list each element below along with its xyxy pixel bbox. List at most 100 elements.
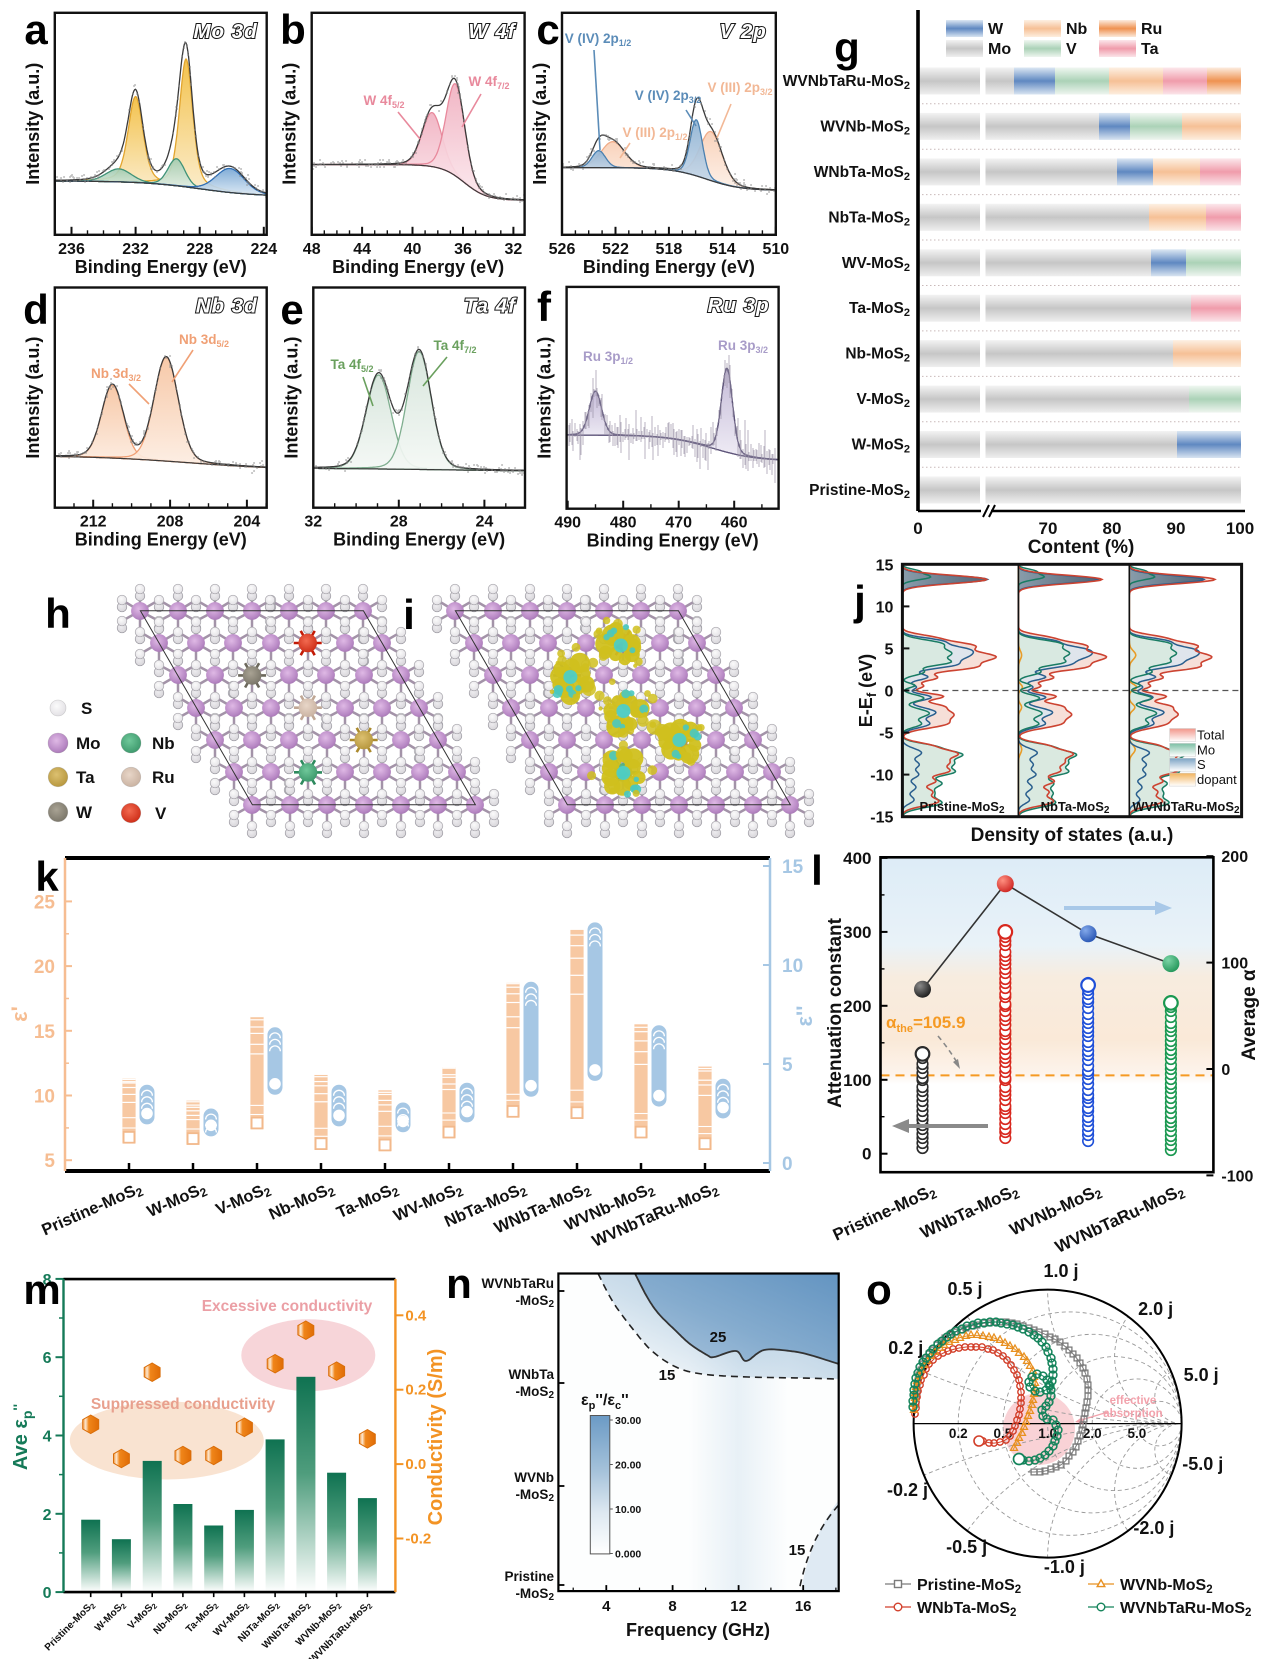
svg-text:Intensity (a.u.): Intensity (a.u.)	[535, 337, 555, 459]
svg-text:5: 5	[884, 641, 893, 658]
svg-text:NbTa-MoS2: NbTa-MoS2	[828, 209, 910, 228]
svg-text:480: 480	[610, 515, 637, 532]
svg-text:32: 32	[304, 514, 322, 531]
svg-text:Ta-MoS2: Ta-MoS2	[849, 300, 910, 319]
svg-text:Mo: Mo	[76, 734, 101, 753]
svg-text:Suppressed conductivity: Suppressed conductivity	[91, 1396, 276, 1413]
svg-text:o: o	[866, 1266, 892, 1313]
svg-text:-100: -100	[1221, 1168, 1253, 1185]
svg-text:Binding Energy (eV): Binding Energy (eV)	[75, 257, 247, 277]
svg-text:NbTa-MoS2: NbTa-MoS2	[1041, 799, 1110, 816]
svg-text:Intensity (a.u.): Intensity (a.u.)	[23, 63, 43, 185]
svg-text:-2.0 j: -2.0 j	[1133, 1518, 1174, 1538]
svg-text:Binding Energy (eV): Binding Energy (eV)	[333, 530, 505, 550]
svg-text:15: 15	[659, 1367, 676, 1384]
svg-text:V: V	[1066, 41, 1077, 58]
svg-text:526: 526	[549, 241, 576, 258]
svg-text:Pristine: Pristine	[504, 1569, 554, 1584]
svg-text:0.0: 0.0	[405, 1456, 426, 1473]
svg-text:232: 232	[122, 241, 149, 258]
svg-text:dopant: dopant	[1197, 772, 1237, 787]
svg-text:i: i	[403, 591, 415, 638]
svg-text:WVNb-MoS2: WVNb-MoS2	[1120, 1577, 1213, 1596]
svg-text:Attenuation constant: Attenuation constant	[825, 917, 846, 1108]
svg-text:-15: -15	[870, 810, 893, 827]
svg-text:Ru: Ru	[152, 768, 175, 787]
svg-text:WVNb: WVNb	[514, 1470, 554, 1485]
svg-text:WVNbTaRu-MoS2: WVNbTaRu-MoS2	[1132, 799, 1240, 816]
svg-text:-0.2: -0.2	[405, 1531, 431, 1548]
svg-text:8: 8	[43, 1272, 52, 1289]
svg-text:Ta: Ta	[1141, 41, 1159, 58]
svg-text:0: 0	[913, 519, 922, 538]
svg-text:300: 300	[843, 923, 871, 942]
svg-text:100: 100	[1226, 519, 1254, 538]
svg-text:-10: -10	[870, 768, 893, 785]
svg-text:V 2p: V 2p	[720, 20, 767, 43]
svg-text:15: 15	[789, 1542, 806, 1559]
svg-text:0: 0	[884, 684, 893, 701]
svg-text:l: l	[811, 847, 823, 894]
svg-text:V (IV) 2p1/2: V (IV) 2p1/2	[565, 31, 632, 48]
svg-text:W-MoS2: W-MoS2	[852, 437, 910, 456]
svg-text:0.5 j: 0.5 j	[947, 1279, 982, 1299]
svg-text:228: 228	[186, 241, 213, 258]
svg-text:Intensity (a.u.): Intensity (a.u.)	[530, 63, 550, 185]
svg-text:Mo 3d: Mo 3d	[193, 20, 257, 43]
svg-text:5.0: 5.0	[1128, 1426, 1147, 1441]
svg-text:490: 490	[554, 515, 581, 532]
svg-text:10: 10	[876, 599, 894, 616]
svg-text:200: 200	[843, 997, 871, 1016]
svg-text:Binding Energy (eV): Binding Energy (eV)	[583, 257, 755, 277]
svg-text:Mo: Mo	[988, 41, 1011, 58]
svg-text:32: 32	[505, 241, 523, 258]
svg-text:36: 36	[454, 241, 472, 258]
svg-text:V-MoS2: V-MoS2	[857, 391, 911, 410]
svg-text:e: e	[280, 286, 303, 333]
svg-text:WV-MoS2: WV-MoS2	[842, 255, 910, 274]
svg-text:h: h	[45, 590, 71, 637]
svg-text:100: 100	[1221, 956, 1248, 973]
svg-text:j: j	[853, 577, 866, 624]
svg-text:4: 4	[602, 1598, 611, 1615]
svg-text:28: 28	[390, 514, 408, 531]
svg-text:460: 460	[721, 515, 748, 532]
svg-text:400: 400	[843, 849, 871, 868]
svg-text:0.000: 0.000	[615, 1549, 641, 1561]
svg-text:90: 90	[1167, 519, 1186, 538]
svg-text:Binding Energy (eV): Binding Energy (eV)	[332, 257, 504, 277]
svg-text:5: 5	[44, 1151, 55, 1172]
svg-text:b: b	[280, 6, 306, 53]
svg-text:n: n	[446, 1260, 472, 1307]
svg-text:Content (%): Content (%)	[1028, 537, 1135, 558]
svg-text:-MoS2: -MoS2	[515, 1487, 554, 1504]
svg-text:4: 4	[43, 1429, 52, 1446]
svg-text:-MoS2: -MoS2	[515, 1586, 554, 1603]
svg-text:212: 212	[80, 514, 107, 531]
svg-text:10: 10	[34, 1087, 55, 1108]
svg-text:f: f	[537, 283, 552, 330]
svg-text:40: 40	[404, 241, 422, 258]
svg-text:0: 0	[43, 1585, 52, 1602]
svg-text:30.00: 30.00	[615, 1415, 641, 1427]
svg-text:-0.2 j: -0.2 j	[887, 1480, 928, 1500]
svg-text:2: 2	[43, 1507, 52, 1524]
svg-text:effective: effective	[1110, 1395, 1157, 1407]
svg-text:15: 15	[782, 857, 804, 878]
svg-text:48: 48	[303, 241, 321, 258]
svg-text:24: 24	[476, 514, 494, 531]
svg-text:ε'': ε''	[792, 1006, 817, 1027]
svg-text:Nb-MoS2: Nb-MoS2	[845, 346, 910, 365]
svg-text:0.2 j: 0.2 j	[888, 1338, 923, 1358]
svg-text:0: 0	[862, 1145, 871, 1164]
svg-text:236: 236	[58, 241, 85, 258]
svg-text:Ta 4f: Ta 4f	[464, 295, 517, 318]
svg-text:20: 20	[34, 957, 55, 978]
svg-text:W: W	[988, 21, 1004, 38]
svg-text:ε': ε'	[7, 1006, 32, 1022]
svg-text:0.4: 0.4	[405, 1307, 427, 1324]
svg-text:Pristine-MoS2: Pristine-MoS2	[809, 482, 910, 501]
svg-text:V (III) 2p3/2: V (III) 2p3/2	[707, 80, 772, 97]
svg-text:k: k	[35, 853, 59, 900]
svg-text:-MoS2: -MoS2	[515, 1293, 554, 1310]
